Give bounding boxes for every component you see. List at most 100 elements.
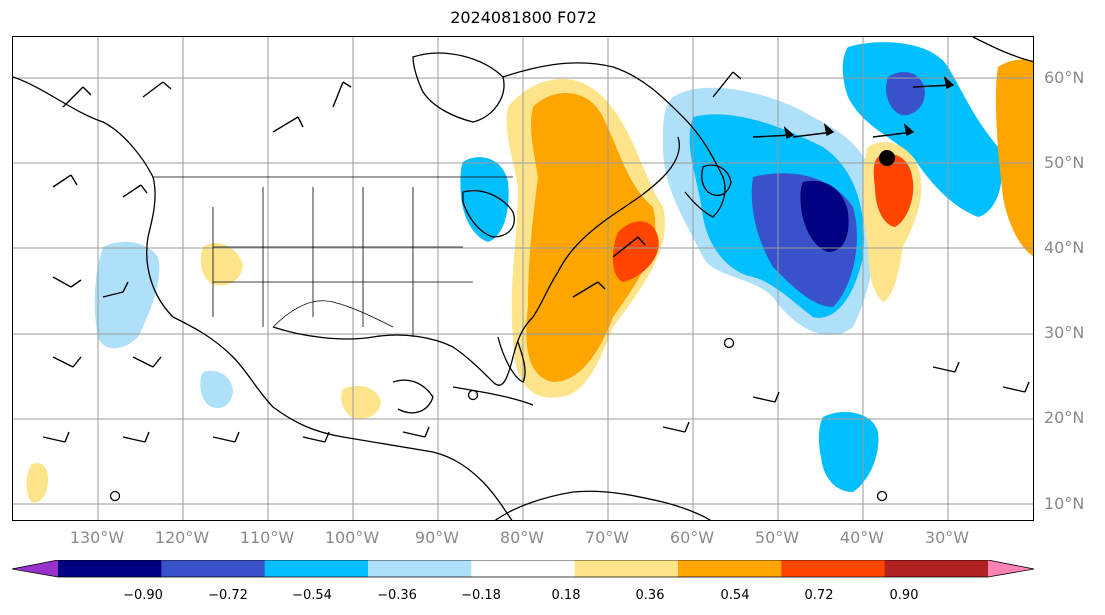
barb-flag xyxy=(752,126,795,140)
colorbar-tick-label: −0.90 xyxy=(123,588,163,603)
neg-pacific xyxy=(94,241,160,349)
map-canvas xyxy=(13,37,1033,520)
colorbar-segment xyxy=(368,560,472,577)
calm-circle xyxy=(109,490,121,502)
lon-label-110w: 110°W xyxy=(239,528,295,547)
lon-label-30w: 30°W xyxy=(924,528,970,547)
west-coast xyxy=(13,76,513,520)
great-lakes xyxy=(462,190,515,238)
graticule xyxy=(13,37,1033,520)
lat-label-10: 10°N xyxy=(1044,494,1085,513)
yucatan xyxy=(392,379,434,414)
colorbar-tick-label: −0.72 xyxy=(208,588,248,603)
colorbar-segment xyxy=(161,560,266,577)
barb xyxy=(52,356,82,368)
colorbar-extend-high xyxy=(988,560,1034,577)
barb xyxy=(332,81,352,108)
lat-label-60: 60°N xyxy=(1044,68,1085,87)
negative-anomaly-ne-deep xyxy=(886,72,925,116)
lon-label-90w: 90°W xyxy=(414,528,460,547)
anomaly-shading xyxy=(26,42,1033,503)
pos-gulf xyxy=(341,385,381,419)
lat-label-50: 50°N xyxy=(1044,153,1085,172)
high-pressure-dot xyxy=(879,150,895,166)
barb xyxy=(122,184,148,198)
newfoundland xyxy=(701,164,732,196)
colorbar xyxy=(12,560,1035,578)
hudson-bay xyxy=(412,52,505,123)
positive-anomaly-mid-atl-core xyxy=(873,154,914,227)
positive-anomaly-strong xyxy=(612,221,659,282)
barb xyxy=(62,86,92,108)
colorbar-extend-low xyxy=(12,560,58,577)
barb-flag xyxy=(872,123,915,138)
colorbar-segment xyxy=(884,560,989,577)
barb xyxy=(272,116,304,133)
barb xyxy=(572,281,606,298)
colorbar-segment xyxy=(781,560,886,577)
lon-label-70w: 70°W xyxy=(584,528,630,547)
colorbar-tick-label: 0.18 xyxy=(551,588,581,603)
gulf-coast xyxy=(272,136,680,386)
calm-circle xyxy=(467,389,479,401)
neg-atlantic-south xyxy=(818,412,879,492)
pos-pacific-south xyxy=(26,462,49,503)
lon-label-100w: 100°W xyxy=(324,528,380,547)
south-america-north xyxy=(494,490,712,520)
barb xyxy=(932,361,960,373)
colorbar-segments xyxy=(12,560,1034,577)
positive-anomaly-mid xyxy=(526,93,656,383)
colorbar-segment xyxy=(58,560,162,577)
pos-texas xyxy=(200,243,243,286)
colorbar-segment xyxy=(471,560,576,577)
lon-label-130w: 130°W xyxy=(69,528,125,547)
lat-label-20: 20°N xyxy=(1044,408,1085,427)
coastlines xyxy=(13,37,1033,520)
positive-anomaly-east xyxy=(995,59,1033,256)
barb xyxy=(402,426,430,438)
barb xyxy=(612,236,646,258)
florida xyxy=(497,336,526,383)
colorbar-segment xyxy=(678,560,782,577)
barb xyxy=(212,431,240,443)
barb xyxy=(122,431,150,443)
barb xyxy=(52,276,82,288)
barb xyxy=(662,421,690,433)
barb xyxy=(52,174,78,188)
barb xyxy=(302,431,330,443)
barb-flag xyxy=(792,123,835,138)
wind-barbs xyxy=(42,71,1030,443)
lon-label-50w: 50°W xyxy=(754,528,800,547)
lon-label-40w: 40°W xyxy=(839,528,885,547)
colorbar-tick-label: 0.90 xyxy=(889,588,919,603)
colorbar-outline xyxy=(12,560,1035,578)
colorbar-tick-label: −0.18 xyxy=(461,588,501,603)
map-panel xyxy=(12,36,1034,521)
greenland xyxy=(972,37,1033,63)
barb xyxy=(132,356,162,368)
colorbar-segment xyxy=(264,560,369,577)
barb xyxy=(752,391,780,403)
calm-circle xyxy=(876,490,888,502)
colorbar-tick-label: 0.72 xyxy=(804,588,834,603)
political-borders xyxy=(153,176,513,337)
colorbar-tick-label: 0.36 xyxy=(635,588,665,603)
barb xyxy=(42,431,70,443)
negative-anomaly-core xyxy=(800,180,849,252)
lat-label-30: 30°N xyxy=(1044,323,1085,342)
lon-label-60w: 60°W xyxy=(669,528,715,547)
neg-pacific-mid xyxy=(200,370,233,409)
barb xyxy=(142,81,172,98)
barb xyxy=(102,281,129,298)
colorbar-tick-label: 0.54 xyxy=(720,588,750,603)
calm-circle xyxy=(723,337,735,349)
lon-label-120w: 120°W xyxy=(154,528,210,547)
colorbar-tick-label: −0.36 xyxy=(377,588,417,603)
barb xyxy=(712,71,742,98)
lon-label-80w: 80°W xyxy=(499,528,545,547)
lat-label-40: 40°N xyxy=(1044,238,1085,257)
map-title: 2024081800 F072 xyxy=(450,8,597,27)
negative-anomaly-ne xyxy=(842,42,1002,218)
cuba xyxy=(452,386,534,406)
colorbar-segment xyxy=(574,560,679,577)
